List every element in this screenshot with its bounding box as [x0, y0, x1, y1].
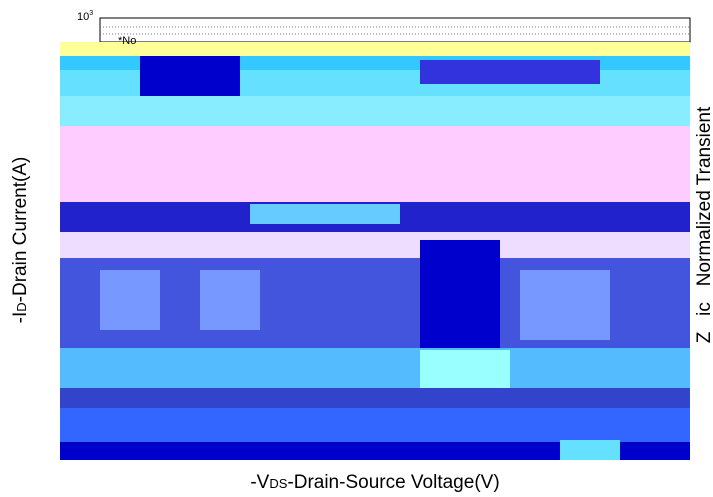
- y-axis-title: -ID-Drain Current(A): [10, 157, 31, 324]
- y-tick-label: 103: [77, 10, 93, 23]
- x-axis-title: -VDS-Drain-Source Voltage(V): [250, 472, 499, 493]
- title-subscript: D: [14, 302, 29, 311]
- title-part: -I: [10, 312, 31, 324]
- title-subscript: DS: [269, 476, 287, 491]
- note: *No: [118, 35, 136, 47]
- right-axis-title: Z ic Normalized Transient: [694, 106, 713, 343]
- corrupted-plot-area: [60, 42, 690, 460]
- title-part: -V: [250, 472, 269, 493]
- title-part: -Drain Current(A): [10, 157, 31, 303]
- plot-frame: [99, 17, 691, 43]
- tick-exponent: 3: [89, 10, 93, 17]
- title-part: -Drain-Source Voltage(V): [287, 472, 499, 493]
- tick-base: 10: [77, 11, 89, 23]
